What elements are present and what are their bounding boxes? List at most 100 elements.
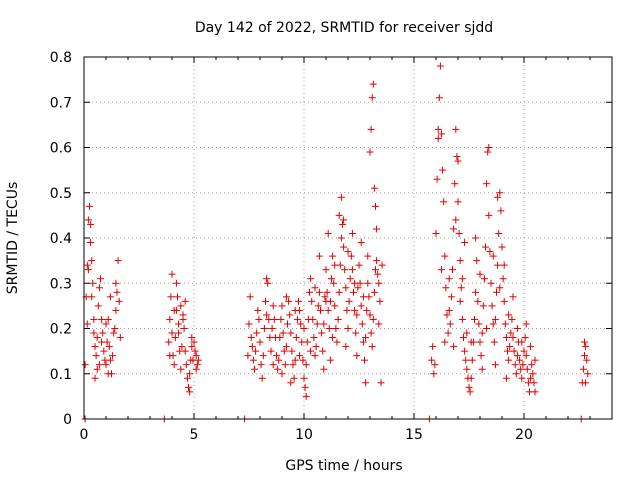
data-point (302, 361, 310, 369)
data-point (339, 220, 346, 228)
data-point (475, 320, 483, 328)
data-point (444, 329, 452, 337)
data-point (373, 225, 381, 233)
data-point (362, 379, 370, 387)
data-point (502, 334, 510, 342)
data-point (93, 365, 101, 373)
data-point (324, 306, 332, 314)
data-point (435, 94, 443, 102)
data-point (442, 284, 450, 292)
data-point (483, 180, 491, 188)
data-point (100, 347, 108, 355)
data-point (366, 148, 374, 156)
data-point (188, 343, 196, 351)
data-point (343, 306, 351, 314)
y-tick-label: 0 (63, 412, 72, 428)
data-point (508, 315, 516, 323)
data-point (443, 311, 451, 319)
data-point (468, 356, 476, 364)
data-point (354, 284, 362, 292)
data-point (450, 343, 458, 351)
data-point (277, 315, 285, 323)
data-point (112, 306, 120, 314)
data-point (463, 365, 471, 373)
data-point (436, 62, 444, 70)
data-point (458, 315, 466, 323)
data-point (263, 275, 271, 283)
data-point (517, 365, 525, 373)
data-point (510, 347, 518, 355)
data-point (335, 288, 343, 296)
data-point (505, 311, 513, 319)
data-point (502, 374, 510, 382)
data-point (457, 284, 465, 292)
data-point (278, 370, 286, 378)
data-point (258, 374, 266, 382)
data-point (345, 297, 353, 305)
data-point (485, 211, 493, 219)
data-point (512, 370, 520, 378)
y-tick-label: 0.6 (50, 141, 72, 157)
data-point (496, 284, 504, 292)
data-point (489, 320, 497, 328)
data-point (106, 293, 114, 301)
data-point (477, 352, 485, 360)
data-point (89, 279, 97, 287)
data-point (485, 144, 493, 151)
data-point (166, 352, 174, 360)
data-point (264, 279, 272, 287)
data-point (342, 284, 350, 292)
data-point (479, 302, 487, 310)
data-point (362, 334, 370, 342)
data-point (292, 334, 300, 342)
data-point (447, 293, 455, 301)
data-point (194, 356, 202, 364)
y-axis-label: SRMTID / TECUs (5, 182, 21, 295)
data-point (348, 229, 356, 237)
y-tick-label: 0.8 (50, 50, 72, 66)
data-point (474, 297, 482, 305)
data-point (527, 374, 535, 382)
data-point (269, 302, 277, 310)
data-point (115, 297, 123, 305)
data-points (81, 62, 592, 423)
data-point (509, 293, 517, 301)
x-tick-label: 15 (405, 427, 423, 443)
data-point (172, 279, 180, 287)
data-point (98, 315, 106, 323)
data-point (373, 257, 381, 265)
data-point (84, 266, 92, 274)
data-point (285, 297, 293, 305)
series-srmtid (81, 62, 592, 400)
data-point (175, 320, 183, 328)
data-point (432, 229, 440, 237)
data-point (499, 275, 507, 283)
data-point (531, 356, 539, 364)
data-point (357, 302, 365, 310)
data-point (454, 157, 462, 165)
data-point (342, 343, 350, 351)
data-point (497, 207, 505, 215)
data-point (367, 125, 375, 133)
data-point (307, 347, 315, 355)
data-point (434, 134, 442, 142)
data-point (439, 166, 447, 174)
data-point (484, 148, 492, 156)
data-point (344, 248, 352, 256)
data-point (314, 302, 322, 310)
data-point (245, 320, 253, 328)
data-point (530, 379, 538, 387)
data-point (493, 288, 500, 296)
data-point (170, 306, 178, 314)
data-point (171, 334, 179, 342)
data-point (364, 252, 372, 260)
data-point (516, 356, 524, 364)
data-point (252, 347, 260, 355)
data-point (177, 302, 185, 310)
data-point (247, 334, 255, 342)
data-point (331, 302, 339, 310)
data-point (483, 325, 491, 332)
data-point (110, 329, 118, 337)
data-point (347, 252, 355, 260)
data-point (522, 320, 530, 328)
